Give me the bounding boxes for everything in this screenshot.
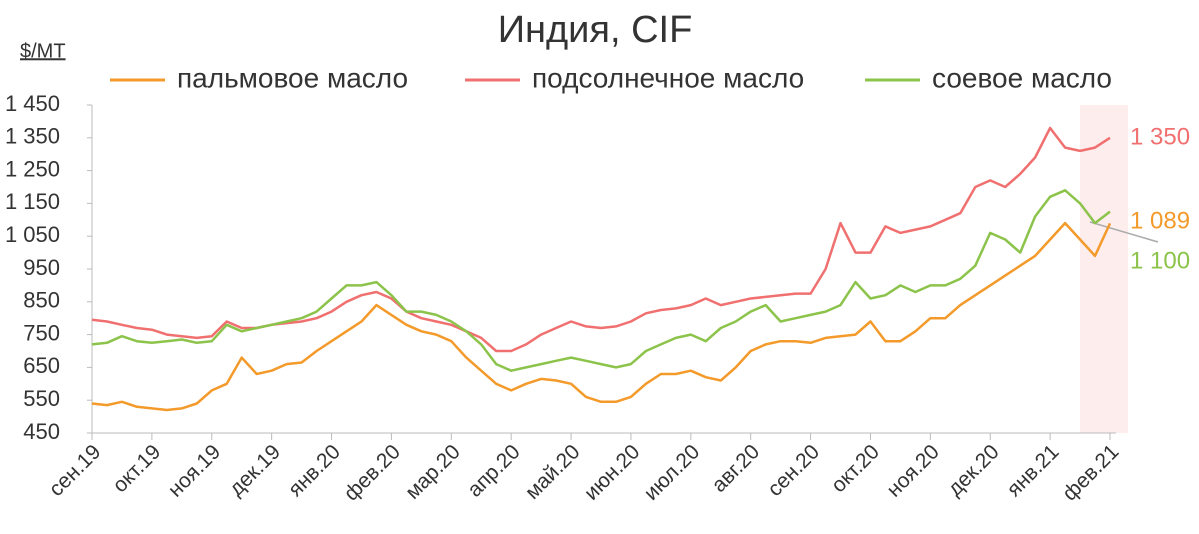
annotation: 1 089 — [1130, 207, 1190, 234]
y-tick-label: 650 — [23, 353, 60, 378]
y-tick-label: 1 050 — [5, 222, 60, 247]
highlight-region — [1080, 105, 1128, 433]
x-tick-label: июн.20 — [580, 440, 645, 505]
legend-label: подсолнечное масло — [532, 62, 804, 93]
x-tick-label: дек.19 — [225, 440, 285, 500]
annotation: 1 100 — [1130, 247, 1190, 274]
legend-label: соевое масло — [932, 62, 1112, 93]
series-line — [91, 126, 1111, 353]
x-tick-label: мар.20 — [401, 440, 465, 504]
y-tick-label: 1 150 — [5, 189, 60, 214]
x-tick-label: сен.20 — [763, 440, 824, 501]
x-tick-label: фев.20 — [340, 440, 405, 505]
series-line — [91, 189, 1111, 372]
series-line — [91, 221, 1112, 412]
x-tick-label: сен.19 — [45, 440, 106, 501]
y-tick-label: 1 450 — [5, 91, 60, 116]
y-tick-label: 850 — [23, 288, 60, 313]
y-tick-label: 1 350 — [5, 124, 60, 149]
x-tick-label: авг.20 — [708, 440, 765, 497]
annotation-connector — [1089, 221, 1159, 243]
x-tick-label: янв.21 — [1003, 440, 1064, 501]
y-tick-label: 450 — [23, 419, 60, 444]
x-tick-label: ноя.20 — [882, 440, 943, 501]
x-tick-label: окт.20 — [827, 440, 884, 497]
x-tick-label: фев.21 — [1058, 440, 1123, 505]
y-axis-label: $/MT — [20, 40, 66, 62]
x-tick-label: окт.19 — [108, 440, 165, 497]
x-tick-label: июл.20 — [640, 440, 705, 505]
annotation: 1 350 — [1130, 123, 1190, 150]
y-tick-label: 750 — [23, 320, 60, 345]
y-tick-label: 1 250 — [5, 156, 60, 181]
x-tick-label: апр.20 — [463, 440, 524, 501]
x-tick-label: ноя.19 — [164, 440, 225, 501]
chart-title: Индия, CIF — [498, 9, 693, 51]
x-tick-label: дек.20 — [943, 440, 1003, 500]
x-tick-label: янв.20 — [284, 440, 345, 501]
y-tick-label: 550 — [23, 386, 60, 411]
x-tick-label: май.20 — [521, 440, 585, 504]
y-tick-label: 950 — [23, 255, 60, 280]
legend-label: пальмовое масло — [177, 62, 408, 93]
